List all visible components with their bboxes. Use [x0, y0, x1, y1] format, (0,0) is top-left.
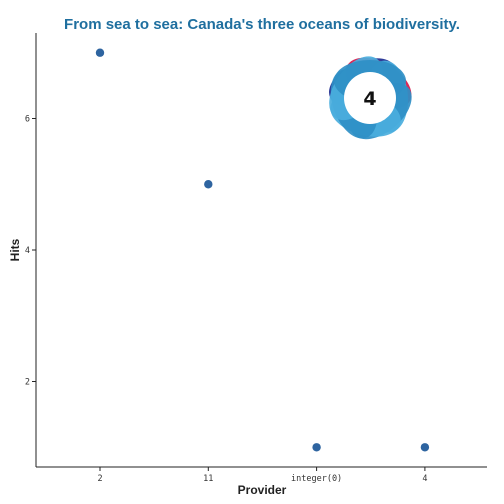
data-point	[312, 443, 321, 452]
badge-center	[344, 72, 396, 124]
x-tick-label: 2	[97, 474, 102, 484]
x-tick-label: 4	[422, 474, 427, 484]
axes	[35, 33, 487, 468]
y-tick-label: 6	[25, 114, 30, 124]
x-axis-title: Provider	[238, 483, 287, 497]
y-ticks: 2 4 6	[25, 114, 36, 388]
x-ticks: 2 11 integer(0) 4	[97, 467, 427, 484]
altmetric-donut-icon: 4	[329, 56, 412, 140]
data-points	[95, 48, 430, 452]
chart-title: From sea to sea: Canada's three oceans o…	[64, 16, 460, 33]
data-point	[204, 180, 213, 189]
y-axis-title: Hits	[8, 238, 22, 261]
data-point	[95, 48, 105, 57]
x-tick-label: integer(0)	[291, 474, 342, 484]
data-point	[420, 443, 430, 452]
badge-score: 4	[363, 88, 376, 110]
y-tick-label: 4	[25, 246, 30, 256]
x-tick-label: 11	[203, 474, 213, 484]
y-tick-label: 2	[25, 378, 30, 388]
